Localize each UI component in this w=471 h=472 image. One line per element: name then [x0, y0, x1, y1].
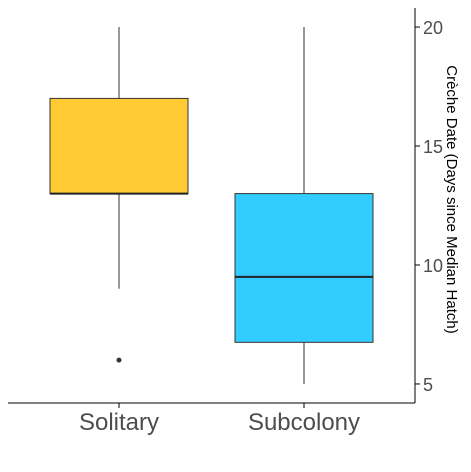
y-tick-label: 15	[423, 137, 443, 157]
x-axis-ticks: Solitary Subcolony	[79, 403, 360, 436]
x-tick-label-solitary: Solitary	[79, 409, 159, 436]
y-tick-label: 10	[423, 256, 443, 276]
outlier-point-solitary	[116, 357, 122, 363]
y-tick-label: 20	[423, 18, 443, 38]
box-solitary	[49, 97, 189, 195]
y-axis-title: Crèche Date (Days since Median Hatch)	[443, 65, 460, 333]
plot-area	[49, 27, 374, 384]
box-subcolony	[234, 193, 374, 343]
x-tick-label-subcolony: Subcolony	[248, 409, 360, 436]
y-axis-ticks: 5 10 15 20	[415, 18, 443, 395]
y-tick-label: 5	[423, 375, 433, 395]
